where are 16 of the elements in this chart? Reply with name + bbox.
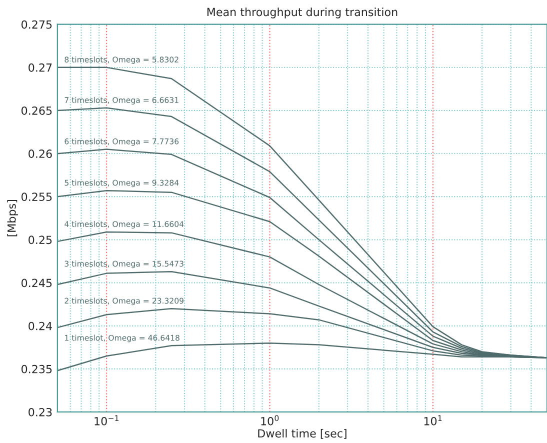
x-axis-title: Dwell time [sec]: [258, 428, 346, 439]
chart-title: Mean throughput during transition: [207, 8, 398, 18]
y-tick-label: 0.25: [28, 236, 52, 244]
y-tick-label: 0.27: [28, 63, 52, 72]
y-axis-title: [Mbps]: [7, 200, 18, 236]
y-tick-label: 0.26: [28, 150, 52, 158]
x-tick-label: 10$^{−1}$: [94, 415, 118, 426]
y-tick-label: 0.23: [28, 408, 52, 416]
y-tick-label: 0.235: [21, 364, 52, 374]
y-tick-label: 0.275: [21, 20, 52, 29]
y-tick-label: 0.255: [21, 192, 52, 202]
x-tick-label: 10$^{0}$: [261, 415, 279, 426]
y-tick-label: 0.245: [21, 278, 52, 288]
y-tick-label: 0.265: [21, 106, 52, 115]
y-tick-label: 0.24: [28, 322, 52, 330]
x-tick-label: 10$^{1}$: [424, 415, 442, 426]
